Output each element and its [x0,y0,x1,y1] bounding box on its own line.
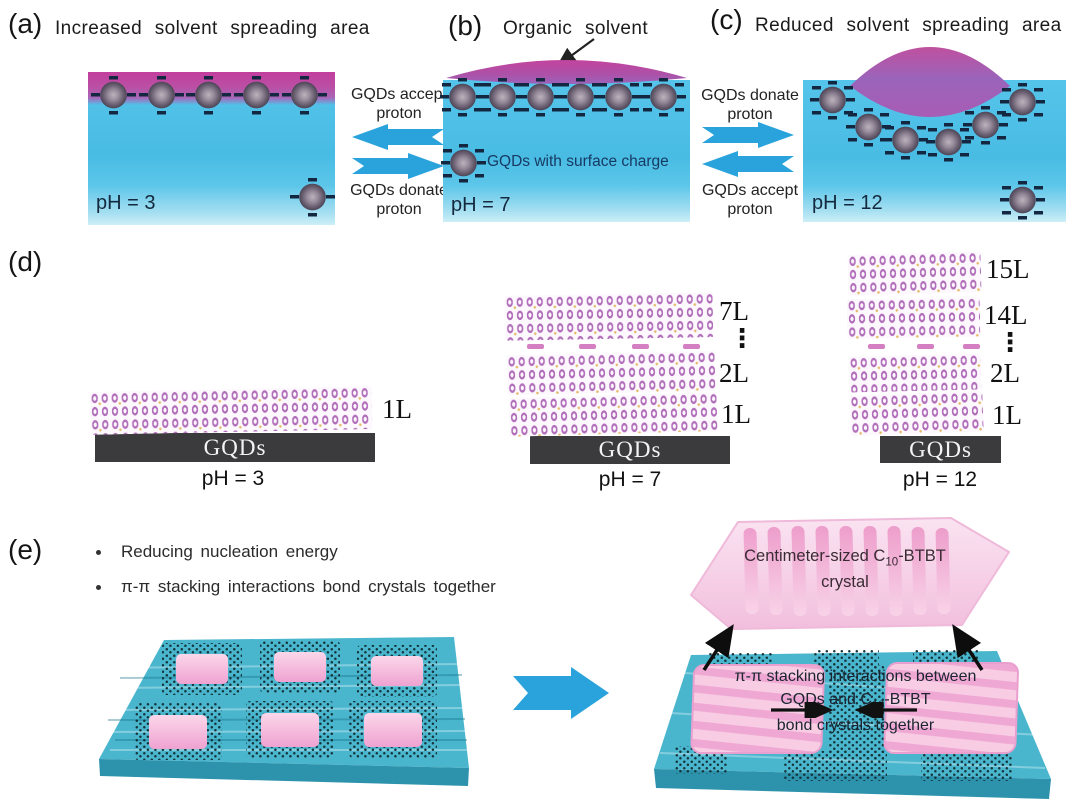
gqd-particle-icon [286,175,338,219]
gqd-caption: GQDs with surface charge [487,153,669,170]
water-surface-a: pH = 3 [87,72,338,225]
panel-c-title: Reduced solvent spreading area [755,15,1062,36]
water-surface-b: GQDs with surface charge pH = 7 [436,75,690,222]
interlayer-dash [527,344,544,349]
gqd-particle-icon [437,141,489,185]
panel-c-label: (c) [710,4,743,35]
gqd-particle-icon [996,80,1048,124]
bullet-item: Reducing nucleation energy [121,542,338,561]
gqd-particle-icon [637,75,689,119]
ph-label-d7: pH = 7 [598,468,662,491]
gqd-particle-icon [879,118,931,162]
process-arrow-icon [513,667,609,719]
converging-arrows-icon [771,702,917,718]
water-surface-c: pH = 12 [803,78,1066,222]
interlayer-dash [917,344,934,349]
ph-label-d3: pH = 3 [201,467,265,490]
exchange-bc-bottom-label: GQDs accept proton [701,182,799,219]
ph-label-c: pH = 12 [812,192,883,214]
crystal-layer [848,353,982,393]
interlayer-dash [632,344,649,349]
layer-count-label: 2L [990,358,1020,388]
interlayer-dash [579,344,596,349]
bullet-dot [96,585,101,590]
substrate-side-face [99,759,469,786]
liftoff-arrows-icon [702,624,984,671]
gqd-particle-icon [592,75,644,119]
solvent-droplet-lens [850,47,1010,117]
stacking-caption-post: -BTBT [884,691,931,708]
exchange-ab-top-label: GQDs accept proton [350,86,448,123]
crystal-caption-sub: 10 [885,556,899,569]
layer-count-label: 1L [721,399,751,429]
interlayer-dash [683,344,700,349]
gqds-substrate-bar: GQDs [95,433,375,462]
patterned-substrate [99,637,469,786]
merged-crystal-substrate [654,650,1051,799]
ph-label-b: pH = 7 [451,194,511,216]
crystal-rods [743,526,951,616]
crystal-caption-pre: Centimeter-sized C [744,547,886,565]
left-arrow-icon [702,151,794,177]
interlayer-dash [963,344,980,349]
crystal-patch [883,662,1019,754]
crystal-layer [846,296,981,340]
gqds-substrate-bar: GQDs [880,436,1001,463]
gqd-particle-icon [87,73,139,117]
crystal-caption-post: -BTBT [898,547,946,565]
gqd-particle-icon [996,178,1048,222]
crystal-caption-line2: crystal [821,572,869,591]
crystal-caption: Centimeter-sized C10-BTBT crystal [715,545,975,593]
panel-e-label: (e) [8,534,43,565]
layer-count-label: 15L [986,254,1030,284]
left-arrow-icon [352,124,444,150]
ellipsis-dots: ⋮ [997,328,1023,358]
layer-count-label: 14L [984,300,1028,330]
crystal-layer [847,251,982,296]
graphene-frame-patches [134,641,437,760]
gqd-particle-icon [135,73,187,117]
crystal-plate [690,517,1010,630]
layer-count-label: 7L [719,296,749,326]
crystal-layer [89,386,373,435]
annotation-arrow-icon [556,38,595,67]
interlayer-dash [868,344,885,349]
crystal-layer [849,390,984,437]
bullet-item: π-π stacking interactions bond crystals … [121,577,496,596]
gqd-particle-icon [230,73,282,117]
right-arrow-icon [352,153,444,179]
ellipsis-dots: ⋮ [729,324,755,354]
exchange-bc-top-label: GQDs donate proton [701,87,799,124]
panel-a-title: Increased solvent spreading area [55,18,370,39]
stacking-caption-pre: GQDs and C [780,691,872,708]
crystal-layer [508,392,718,437]
crystal-layer [504,292,714,341]
panel-b-title: Organic solvent [503,18,649,39]
gqds-substrate-bar: GQDs [530,436,730,464]
layer-count-label: 1L [992,400,1022,430]
right-arrow-icon [702,122,794,148]
crystal-caption-line1: Centimeter-sized C10-BTBT [715,545,975,571]
gqd-particle-icon [182,73,234,117]
panel-d-label: (d) [8,246,43,277]
crystal-layer [506,350,716,396]
stacking-caption-line1: π-π stacking interactions between [734,668,977,685]
panel-a-label: (a) [8,8,43,39]
ph-label-d12: pH = 12 [902,468,978,491]
gqd-particle-icon [278,73,330,117]
ph-label-a: pH = 3 [96,192,156,214]
bullet-dot [96,550,101,555]
panel-b-label: (b) [448,10,483,41]
layer-count-label: 1L [382,394,412,424]
layer-count-label: 2L [719,358,749,388]
stacking-caption-line3: bond crystals together [776,717,935,734]
exchange-ab-bottom-label: GQDs donate proton [350,182,448,219]
